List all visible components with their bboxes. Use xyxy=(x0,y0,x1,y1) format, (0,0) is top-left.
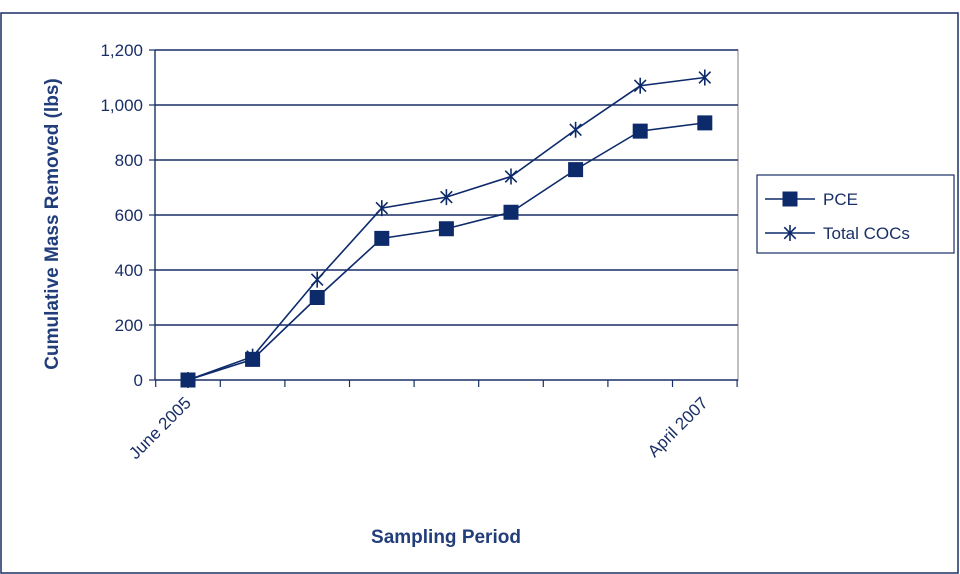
data-point xyxy=(309,290,325,305)
data-point xyxy=(633,77,647,94)
data-point xyxy=(632,123,648,139)
legend-marker xyxy=(782,191,798,207)
y-axis-title: Cumulative Mass Removed (lbs) xyxy=(42,78,63,369)
y-tick-label: 600 xyxy=(115,206,143,225)
data-point xyxy=(374,230,390,246)
data-point xyxy=(569,121,582,138)
data-point xyxy=(697,115,713,131)
data-point xyxy=(698,69,712,86)
y-tick-label: 1,000 xyxy=(100,96,143,115)
data-point xyxy=(503,204,519,220)
y-tick-label: 0 xyxy=(134,371,143,390)
legend-item-total-cocs: Total COCs xyxy=(765,224,910,243)
data-point xyxy=(504,168,518,185)
legend-label: PCE xyxy=(823,190,858,209)
data-point xyxy=(245,351,261,367)
legend-item-pce: PCE xyxy=(765,190,858,209)
y-tick-label: 400 xyxy=(115,261,143,280)
y-tick-label: 200 xyxy=(115,316,143,335)
asterisk-stroke xyxy=(698,71,712,84)
data-point xyxy=(440,189,453,206)
asterisk-stroke xyxy=(440,190,453,204)
asterisk-stroke xyxy=(504,170,518,183)
legend-marker xyxy=(783,225,797,241)
data-point xyxy=(568,162,584,178)
gridlines xyxy=(155,49,738,326)
data-point xyxy=(180,372,196,388)
data-point xyxy=(375,200,389,217)
data-point xyxy=(438,221,454,237)
x-axis-title: Sampling Period xyxy=(371,527,521,548)
asterisk-stroke xyxy=(569,123,582,137)
y-tick-label: 1,200 xyxy=(100,41,143,60)
asterisk-stroke xyxy=(783,226,797,240)
legend: PCE Total COCs xyxy=(756,174,955,254)
asterisk-stroke xyxy=(633,79,647,93)
data-point xyxy=(310,271,324,288)
series-pce xyxy=(180,115,713,388)
y-tick-label: 800 xyxy=(115,151,143,170)
asterisk-stroke xyxy=(310,273,324,286)
data-series xyxy=(180,69,713,388)
legend-label: Total COCs xyxy=(823,224,910,243)
asterisk-stroke xyxy=(375,201,389,215)
